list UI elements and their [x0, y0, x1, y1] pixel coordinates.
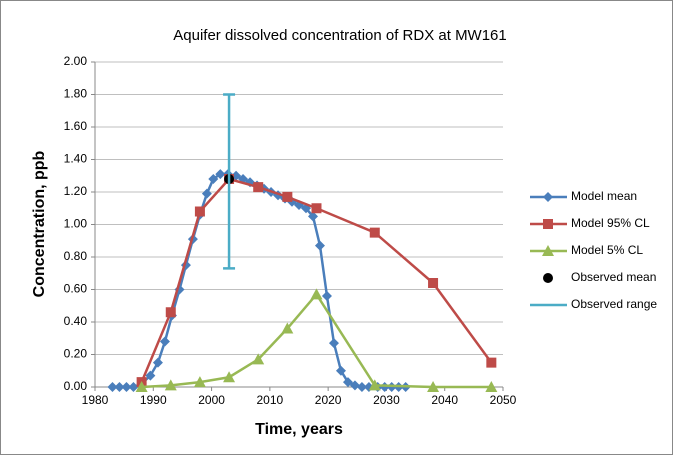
marker	[201, 188, 212, 199]
marker	[253, 182, 264, 193]
y-tick-label: 2.00	[64, 54, 88, 68]
marker	[486, 357, 497, 368]
x-tick-label: 1980	[82, 393, 109, 407]
marker	[164, 379, 177, 391]
marker	[328, 338, 339, 349]
x-axis-label: Time, years	[255, 421, 343, 438]
y-tick-label: 1.60	[64, 119, 88, 133]
marker	[281, 322, 294, 334]
marker	[215, 169, 226, 180]
marker	[307, 211, 318, 222]
marker	[165, 307, 176, 318]
y-tick-label: 1.80	[64, 87, 88, 101]
x-tick-label: 2030	[373, 393, 400, 407]
legend-label: Model 95% CL	[571, 216, 650, 230]
series-line	[140, 177, 493, 383]
marker	[252, 353, 265, 365]
legend-marker	[542, 245, 554, 256]
marker	[193, 376, 206, 388]
marker	[159, 336, 170, 347]
y-tick-label: 0.80	[64, 249, 88, 263]
marker	[314, 240, 325, 251]
y-tick-label: 1.00	[64, 217, 88, 231]
marker	[342, 377, 353, 388]
legend-marker	[543, 273, 553, 283]
x-tick-label: 2040	[431, 393, 458, 407]
marker	[114, 382, 125, 392]
marker	[128, 382, 139, 392]
marker	[356, 382, 367, 392]
marker	[349, 380, 360, 391]
legend-marker	[543, 219, 553, 229]
legend-label: Observed mean	[571, 270, 656, 284]
marker	[208, 174, 219, 184]
y-tick-label: 0.20	[64, 347, 88, 361]
legend-marker	[543, 192, 553, 202]
x-tick-label: 2000	[198, 393, 225, 407]
y-axis-label: Concentration, ppb	[31, 150, 48, 297]
marker	[223, 371, 236, 383]
marker	[310, 288, 323, 300]
marker	[368, 379, 381, 391]
marker	[369, 227, 380, 238]
y-tick-label: 1.20	[64, 184, 88, 198]
marker	[311, 203, 322, 214]
y-tick-label: 1.40	[64, 152, 88, 166]
marker	[335, 365, 346, 376]
marker	[152, 357, 163, 368]
error-bar	[223, 93, 236, 270]
y-tick-label: 0.60	[64, 282, 88, 296]
marker	[135, 381, 148, 392]
marker	[121, 382, 132, 392]
y-tick-label: 0.40	[64, 314, 88, 328]
marker	[485, 381, 498, 392]
marker	[194, 206, 205, 217]
legend-label: Observed range	[571, 297, 657, 311]
x-tick-label: 2010	[257, 393, 284, 407]
legend-label: Model mean	[571, 189, 637, 203]
marker	[321, 291, 332, 301]
x-tick-label: 2020	[315, 393, 342, 407]
legend-label: Model 5% CL	[571, 243, 643, 257]
marker	[282, 191, 293, 202]
x-tick-label: 2050	[490, 393, 517, 407]
marker	[427, 381, 440, 392]
marker	[145, 370, 156, 381]
chart-title: Aquifer dissolved concentration of RDX a…	[173, 27, 507, 44]
marker	[428, 278, 439, 288]
series-line	[141, 292, 492, 389]
marker	[107, 382, 118, 392]
x-tick-label: 1990	[140, 393, 167, 407]
y-tick-label: 0.00	[64, 379, 88, 393]
